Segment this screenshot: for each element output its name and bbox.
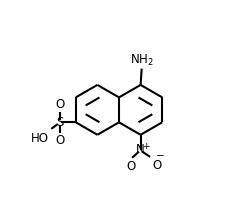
Text: −: −	[156, 151, 164, 162]
Text: +: +	[142, 142, 149, 150]
Text: HO: HO	[31, 132, 49, 145]
Text: O: O	[152, 159, 162, 172]
Text: NH$_2$: NH$_2$	[130, 52, 154, 68]
Text: N: N	[136, 144, 145, 156]
Text: S: S	[56, 116, 63, 129]
Text: O: O	[55, 98, 64, 111]
Text: O: O	[126, 160, 135, 173]
Text: O: O	[55, 134, 64, 147]
